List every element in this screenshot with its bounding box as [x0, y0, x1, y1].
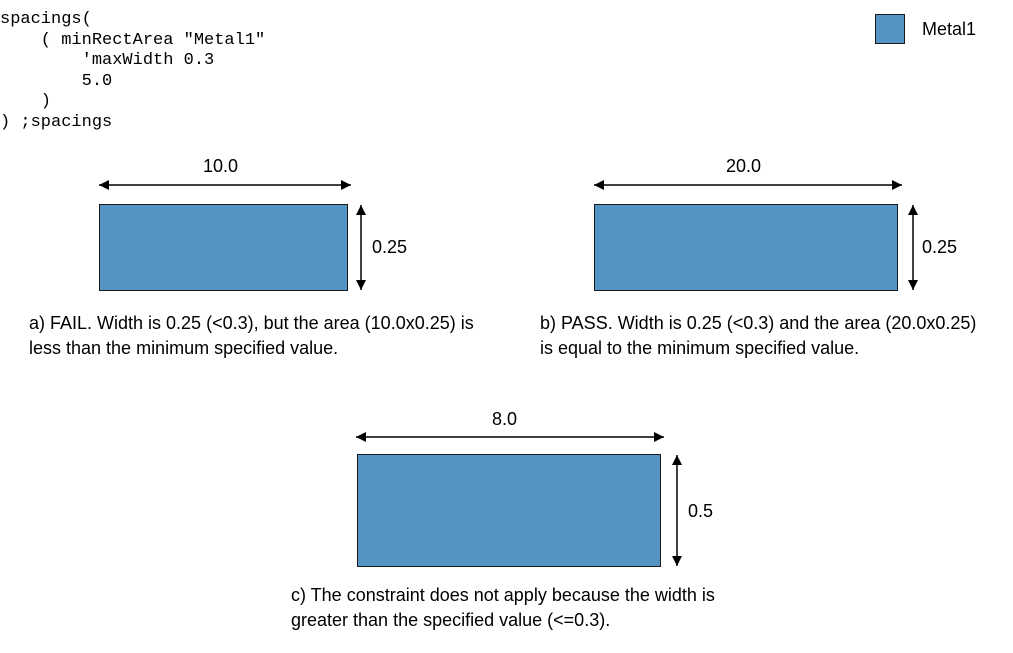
width-label-a: 10.0: [203, 156, 239, 176]
caption-b: b) PASS. Width is 0.25 (<0.3) and the ar…: [540, 313, 977, 358]
height-label-b: 0.25: [922, 237, 958, 257]
metal1-rect-b: [594, 204, 898, 291]
width-label-c: 8.0: [492, 409, 518, 429]
code-line: ): [0, 92, 52, 111]
caption-a: a) FAIL. Width is 0.25 (<0.3), but the a…: [29, 313, 474, 358]
code-snippet: spacings( ( minRectArea "Metal1" 'maxWid…: [0, 10, 265, 133]
caption-c: c) The constraint does not apply because…: [291, 585, 715, 630]
width-label-b: 20.0: [726, 156, 762, 176]
legend-label: Metal1: [922, 18, 977, 39]
height-label-c: 0.5: [688, 501, 714, 521]
legend: Metal1: [875, 14, 976, 44]
legend-swatch-metal1: [875, 14, 905, 44]
metal1-rect-c: [357, 454, 661, 567]
code-line: spacings(: [0, 10, 92, 29]
code-line: 'maxWidth 0.3: [0, 51, 215, 70]
height-label-a: 0.25: [372, 237, 408, 257]
code-line: 5.0: [0, 71, 113, 91]
code-line: ( minRectArea "Metal1": [0, 30, 266, 50]
code-line: ) ;spacings: [0, 112, 113, 132]
metal1-rect-a: [99, 204, 348, 291]
